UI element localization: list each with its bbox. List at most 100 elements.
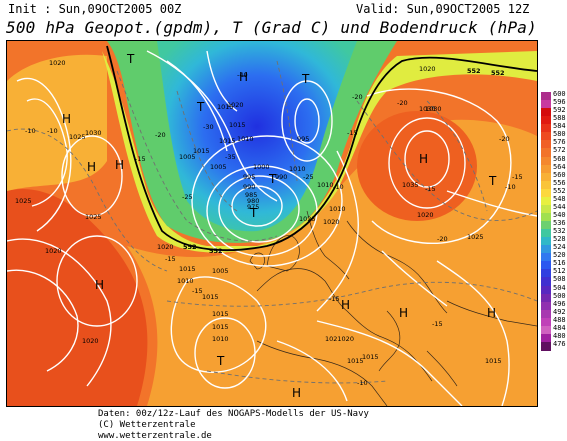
warm-region-east-high	[357, 111, 477, 221]
isobar-label: 995	[297, 135, 309, 143]
isobar-label: 985	[245, 191, 257, 199]
color-scale-tick-label: 492	[553, 307, 566, 316]
isotherm-label: -30	[203, 123, 214, 131]
color-scale-tick-label: 476	[553, 339, 566, 348]
isotherm-label: -10	[25, 127, 36, 135]
low-center: T	[488, 174, 497, 188]
isobar-label: 1015	[347, 357, 364, 365]
color-scale-segment	[541, 180, 551, 190]
color-scale-segment	[541, 221, 551, 230]
geopotential-552-line	[106, 45, 537, 252]
geopotential-label: 552	[491, 69, 505, 77]
isobar-label: 1000	[253, 163, 270, 171]
color-scale-tick-label: 572	[553, 146, 566, 155]
isotherm-label: -35	[225, 153, 236, 161]
isotherm-label: -15	[165, 255, 176, 263]
color-scale-tick-label: 480	[553, 331, 566, 340]
isobar-label: 1025	[85, 213, 102, 221]
isotherm-label: -15	[512, 173, 523, 181]
color-scale-tick-label: 516	[553, 259, 566, 268]
isobar-label: 1015	[212, 310, 229, 318]
color-scale-tick-label: 592	[553, 106, 566, 115]
high-center: H	[341, 298, 350, 312]
isobar-label: 1020	[45, 247, 62, 255]
isotherm-label: -10	[47, 127, 58, 135]
isobar-label: 1030	[419, 105, 436, 113]
isobar-label: 1020	[82, 337, 99, 345]
color-scale-segment	[541, 204, 551, 214]
color-scale-segment	[541, 156, 551, 166]
isobar-label: 990	[243, 183, 255, 191]
isotherm-label: -25	[303, 173, 314, 181]
color-scale-segment	[541, 333, 551, 343]
color-scale-tick-label: 488	[553, 315, 566, 324]
color-scale-segment	[541, 108, 551, 117]
isobar-label: 1015	[229, 121, 246, 129]
isobar-label: 1025	[299, 215, 316, 223]
color-scale-segment	[541, 148, 551, 157]
yellow-band-west	[7, 54, 107, 191]
color-scale-segment	[541, 269, 551, 278]
color-scale-segment	[541, 172, 551, 182]
high-center: H	[487, 306, 496, 320]
high-center: H	[399, 306, 408, 320]
isotherm-label: -15	[329, 295, 340, 303]
isobar-label: 1005	[179, 153, 196, 161]
color-scale-tick-label: 568	[553, 154, 566, 163]
isobar-label: 1010	[289, 165, 306, 173]
isobar-label: 1005	[212, 267, 229, 275]
isotherm-lines	[7, 60, 537, 384]
color-scale-tick-label: 576	[553, 138, 566, 147]
isobar-label: 1015	[217, 103, 234, 111]
isobar-label: 1030	[85, 129, 102, 137]
color-scale-segment	[541, 285, 551, 295]
isobar-label: 1015	[219, 137, 236, 145]
isotherm-label: -15	[135, 155, 146, 163]
color-scale-segment	[541, 293, 551, 303]
color-scale-segment	[541, 309, 551, 319]
isotherm-label: -40	[237, 71, 248, 79]
pressure-centers: H H H H H H H H H H T T T T T T T	[62, 52, 497, 400]
isotherm-labels: -10 -15 -20 -25 -30 -35 -40 -20 -15 -10 …	[25, 71, 523, 387]
color-scale-tick-label: 564	[553, 162, 566, 171]
color-scale-segment	[541, 341, 551, 351]
isotherm-label: -15	[347, 129, 358, 137]
color-scale-segment	[541, 325, 551, 335]
isobar-label: 1015	[362, 353, 379, 361]
warm-region-west	[7, 189, 148, 406]
color-scale-bar	[541, 92, 551, 351]
high-center: H	[62, 112, 71, 126]
color-scale-tick-label: 588	[553, 114, 566, 123]
isobar-label: 1015	[193, 147, 210, 155]
color-scale-segment	[541, 196, 551, 206]
isobar-label: 1025	[15, 197, 32, 205]
color-scale-tick-label: 524	[553, 243, 566, 252]
color-scale-segment	[541, 116, 551, 125]
color-scale-tick-label: 540	[553, 210, 566, 219]
isotherm-label: -20	[499, 135, 510, 143]
isobar-label: 1025	[467, 233, 484, 241]
color-scale-segment	[541, 188, 551, 198]
isobar-label: 1015	[212, 323, 229, 331]
isotherm-label: -20	[155, 131, 166, 139]
isobar-label: 1020	[157, 243, 174, 251]
color-scale-segment	[541, 317, 551, 327]
isotherm-label: -20	[352, 93, 363, 101]
color-scale-tick-label: 536	[553, 219, 566, 227]
isobar-label: 1020	[323, 218, 340, 226]
isobar-label: 1010	[212, 335, 229, 343]
high-center: H	[419, 152, 428, 166]
color-scale-tick-label: 548	[553, 194, 566, 203]
color-scale-tick-label: 544	[553, 202, 566, 211]
high-center: H	[292, 386, 301, 400]
isobar-label: 1020	[49, 59, 66, 67]
color-scale-segment	[541, 92, 551, 101]
isobar-label: 1010	[177, 277, 194, 285]
color-scale-tick-label: 580	[553, 130, 566, 139]
geopotential-label: 552	[183, 243, 197, 251]
isotherm-label: -10	[357, 379, 368, 387]
isobar-label: 1005	[210, 163, 227, 171]
isobar-label: 1010	[329, 205, 346, 213]
isobar-label: 980	[247, 197, 259, 205]
isobar-lines	[7, 50, 537, 406]
